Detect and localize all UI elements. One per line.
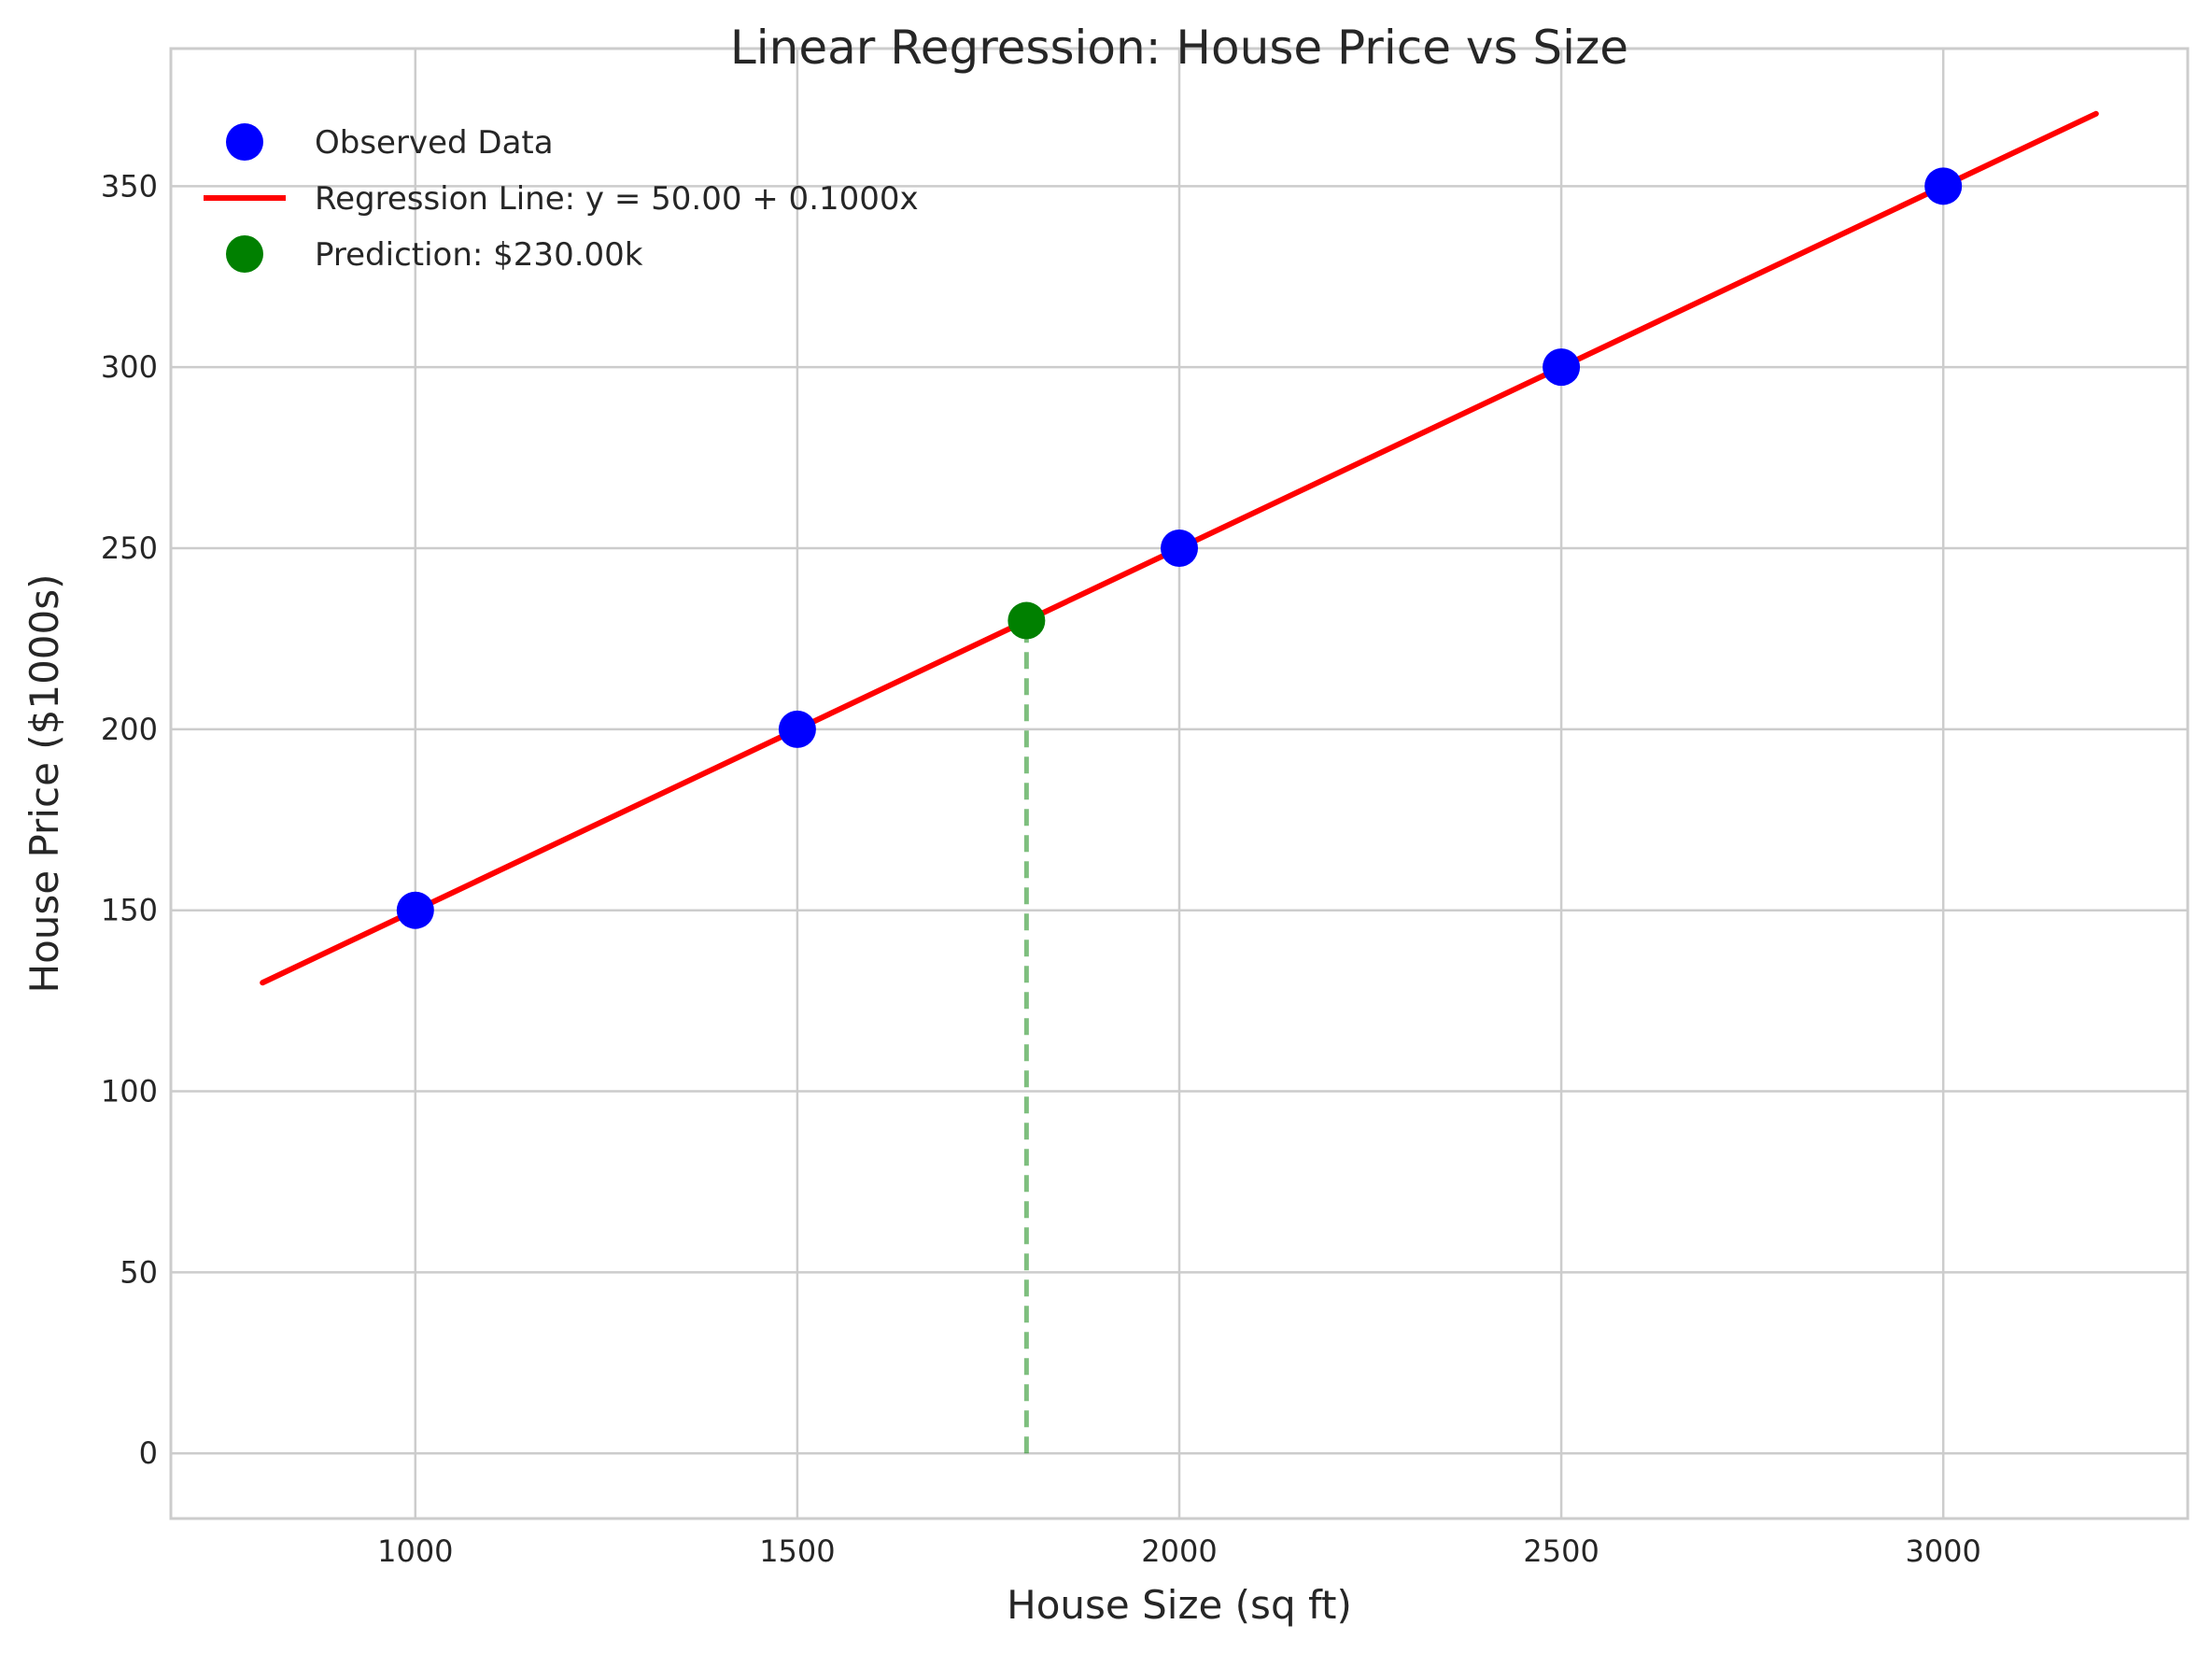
- legend-observed-marker: [226, 123, 263, 161]
- x-tick-label: 3000: [1905, 1533, 1980, 1569]
- legend: Observed Data Regression Line: y = 50.00 …: [204, 123, 919, 274]
- legend-prediction-label: Prediction: $230.00k: [315, 236, 643, 274]
- observed-point: [778, 710, 816, 748]
- observed-point: [1161, 530, 1198, 568]
- y-axis-label: House Price ($1000s): [21, 573, 67, 993]
- y-tick-label: 200: [101, 712, 158, 747]
- chart-marks: [260, 110, 2099, 1454]
- y-tick-label: 50: [120, 1254, 158, 1290]
- x-axis-label: House Size (sq ft): [1007, 1582, 1352, 1628]
- legend-regression-label: Regression Line: y = 50.00 + 0.1000x: [315, 180, 919, 218]
- legend-observed-label: Observed Data: [315, 124, 554, 162]
- y-tick-labels: 0 50 100 150 200 250 300 350: [101, 168, 158, 1471]
- prediction-point: [1007, 601, 1046, 640]
- y-tick-label: 350: [101, 168, 158, 204]
- legend-prediction-marker: [226, 235, 263, 273]
- y-tick-label: 150: [101, 893, 158, 928]
- observed-point: [396, 891, 434, 929]
- y-tick-label: 0: [139, 1435, 158, 1471]
- x-tick-labels: 1000 1500 2000 2500 3000: [377, 1533, 1981, 1569]
- y-tick-label: 250: [101, 530, 158, 566]
- y-tick-label: 100: [101, 1074, 158, 1109]
- plot-frame: [169, 47, 2190, 1520]
- observed-point: [1924, 167, 1963, 205]
- x-tick-label: 2000: [1141, 1533, 1217, 1569]
- grid: [171, 49, 2188, 1519]
- x-tick-label: 2500: [1523, 1533, 1599, 1569]
- observed-point: [1543, 348, 1581, 387]
- x-tick-label: 1500: [759, 1533, 835, 1569]
- y-tick-label: 300: [101, 349, 158, 385]
- chart-title: Linear Regression: House Price vs Size: [730, 21, 1628, 75]
- x-tick-label: 1000: [377, 1533, 453, 1569]
